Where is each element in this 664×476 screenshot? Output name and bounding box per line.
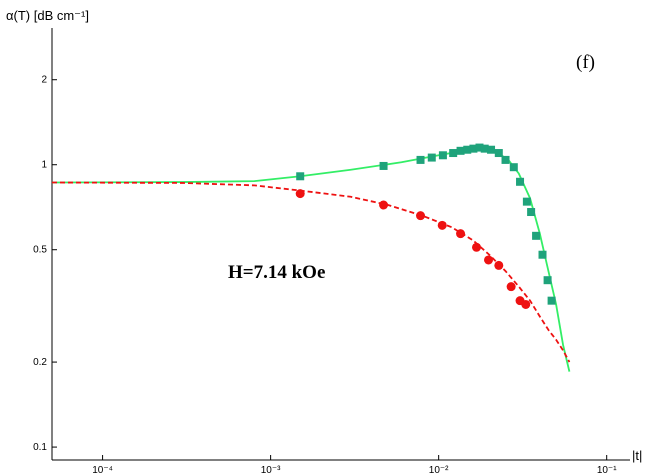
circle-data-point xyxy=(416,211,426,221)
panel-label: (f) xyxy=(576,52,595,73)
square-data-point xyxy=(538,250,547,259)
circle-data-point xyxy=(484,255,494,265)
y-tick-label: 1 xyxy=(41,160,47,171)
y-axis-ticks: 0.1 0.2 0.5 1 2 xyxy=(33,75,57,453)
x-tick-label: 10⁻² xyxy=(429,465,449,476)
square-data-point xyxy=(487,145,496,154)
square-data-point xyxy=(427,153,436,162)
x-tick-label: 10⁻¹ xyxy=(597,465,617,476)
circle-data-point xyxy=(456,229,466,239)
y-tick-label: 0.5 xyxy=(33,245,47,256)
square-data-point xyxy=(547,296,556,305)
circle-data-point xyxy=(379,200,389,210)
dashed-fit-line xyxy=(51,181,571,363)
y-tick-label: 0.1 xyxy=(33,442,47,453)
x-tick-label: 10⁻³ xyxy=(261,465,281,476)
field-annotation: H=7.14 kOe xyxy=(228,262,325,283)
data-points xyxy=(295,143,556,309)
circle-data-point xyxy=(506,282,516,292)
square-data-point xyxy=(509,163,518,172)
square-data-point xyxy=(494,149,503,158)
square-data-point xyxy=(456,146,465,155)
y-tick-label: 0.2 xyxy=(33,357,47,368)
square-data-point xyxy=(522,197,531,206)
square-data-point xyxy=(469,144,478,153)
circle-data-point xyxy=(472,242,482,252)
square-data-point xyxy=(463,145,472,154)
square-data-point xyxy=(480,144,489,153)
circle-data-point xyxy=(494,260,504,270)
square-data-point xyxy=(543,276,552,285)
x-tick-label: 10⁻⁴ xyxy=(92,465,113,476)
x-axis-ticks: 10⁻⁴ 10⁻³ 10⁻² 10⁻¹ xyxy=(92,455,617,476)
square-data-point xyxy=(532,231,541,240)
y-tick-label: 2 xyxy=(41,75,47,86)
square-data-point xyxy=(379,161,388,170)
square-data-point xyxy=(416,155,425,164)
square-data-point xyxy=(501,155,510,164)
square-data-point xyxy=(516,177,525,186)
square-data-point xyxy=(449,149,458,158)
x-axis-label: |t| xyxy=(632,448,642,463)
circle-data-point xyxy=(295,189,305,199)
square-data-point xyxy=(438,151,447,160)
square-data-point xyxy=(527,208,536,217)
square-data-point xyxy=(296,172,305,181)
circle-data-point xyxy=(521,299,531,309)
square-data-point xyxy=(475,143,484,152)
circle-data-point xyxy=(437,220,447,230)
y-axis-label: α(T) [dB cm⁻¹] xyxy=(6,8,89,23)
